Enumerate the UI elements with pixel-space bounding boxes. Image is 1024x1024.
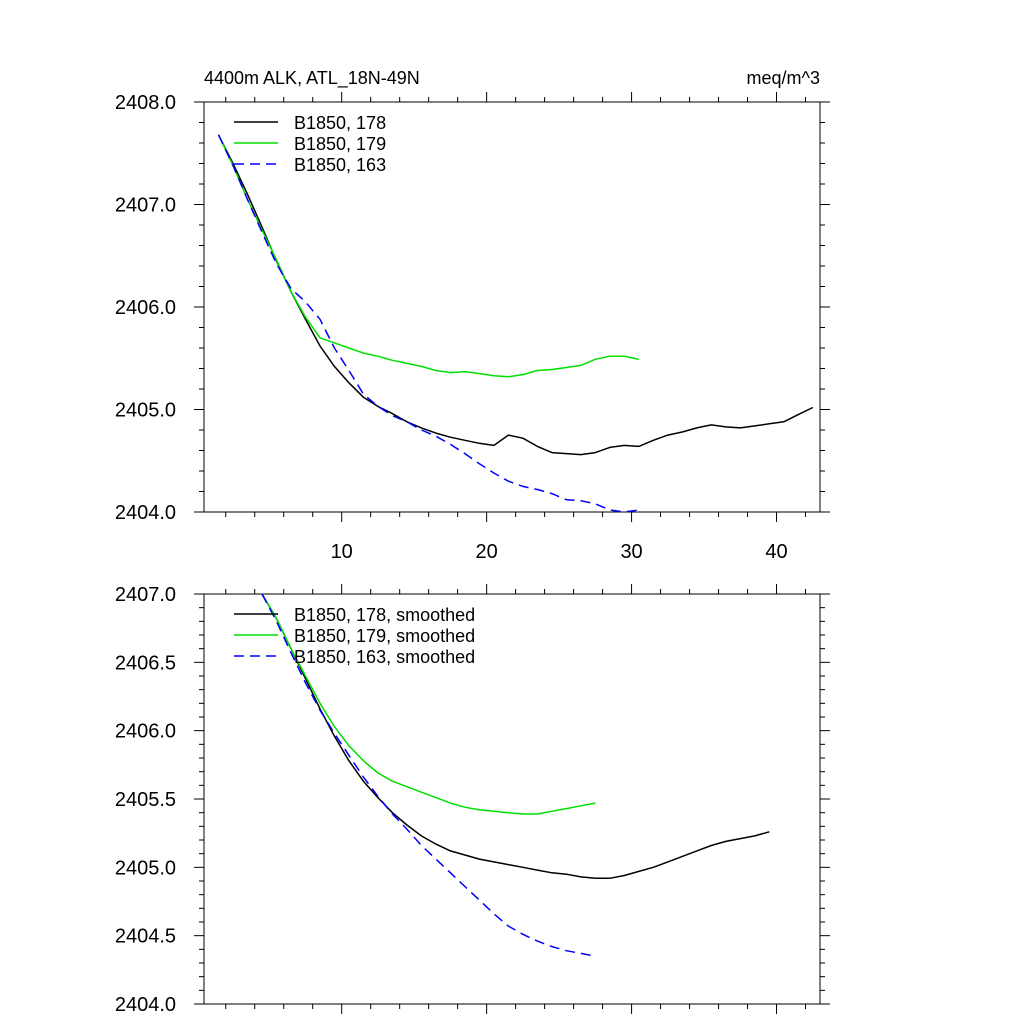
y-tick-label: 2405.0 (115, 857, 176, 879)
y-tick-label: 2408.0 (115, 92, 176, 114)
series-line-1 (217, 134, 639, 378)
top-plot: 2404.0 2405.0 2406.0 2407.0 2408.0 10 20 30 40 B1… (115, 92, 830, 563)
series-line-1 (261, 593, 596, 815)
y-tick-label: 2406.0 (115, 721, 176, 743)
y-tick-label: 2405.5 (115, 789, 176, 811)
series-line-0 (261, 593, 770, 880)
chart-title: 4400m ALK, ATL_18N-49N (204, 68, 420, 89)
units-label: meq/m^3 (747, 68, 820, 88)
y-tick-label: 2406.0 (115, 297, 176, 319)
series-line-2 (217, 134, 639, 513)
legend-label-0: B1850, 178 (294, 113, 386, 133)
y-tick-label: 2407.0 (115, 195, 176, 217)
legend-label-1: B1850, 179, smoothed (294, 626, 475, 646)
bottom-plot: 2404.0 2404.5 2405.0 2405.5 2406.0 2406.5 2407… (115, 584, 830, 1016)
legend-label-2: B1850, 163 (294, 155, 386, 175)
x-tick-label: 40 (765, 541, 787, 563)
legend-label-1: B1850, 179 (294, 134, 386, 154)
y-tick-label: 2405.0 (115, 400, 176, 422)
y-tick-label: 2404.0 (115, 502, 176, 524)
x-tick-label: 10 (331, 541, 353, 563)
y-tick-label: 2406.5 (115, 652, 176, 674)
series-line-2 (261, 593, 596, 957)
y-tick-label: 2404.0 (115, 994, 176, 1016)
y-tick-label: 2404.5 (115, 926, 176, 948)
legend-label-2: B1850, 163, smoothed (294, 647, 475, 667)
legend-label-0: B1850, 178, smoothed (294, 605, 475, 625)
series-line-0 (217, 134, 814, 456)
x-tick-label: 20 (476, 541, 498, 563)
x-tick-label: 30 (620, 541, 642, 563)
y-tick-label: 2407.0 (115, 584, 176, 606)
